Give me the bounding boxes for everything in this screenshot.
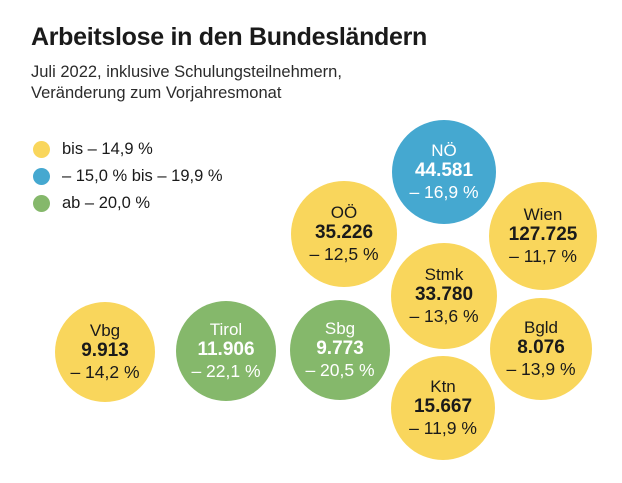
subtitle-line-1: Juli 2022, inklusive Schulungsteilnehmer… xyxy=(31,62,342,81)
legend-item-blue: – 15,0 % bis – 19,9 % xyxy=(33,163,333,190)
bubble-region-label: Ktn xyxy=(430,377,456,397)
bubble-sbg[interactable]: Sbg 9.773– 20,5 % xyxy=(290,300,390,400)
bubble-value: 127.725 xyxy=(508,224,578,246)
bubble-change: – 22,1 % xyxy=(191,360,261,381)
bubble-value: 33.780 xyxy=(414,284,474,306)
legend-dot-yellow-icon xyxy=(33,141,50,158)
legend-item-green: ab – 20,0 % xyxy=(33,190,333,217)
bubble-region-label: Tirol xyxy=(209,320,243,340)
bubble-n[interactable]: NÖ 44.581– 16,9 % xyxy=(392,120,496,224)
bubble-value: 9.913 xyxy=(81,340,129,362)
legend-label-green: ab – 20,0 % xyxy=(62,194,151,213)
bubble-vbg[interactable]: Vbg 9.913– 14,2 % xyxy=(55,302,155,402)
bubble-value: 8.076 xyxy=(517,337,565,359)
bubble-region-label: Sbg xyxy=(324,319,356,339)
page-title: Arbeitslose in den Bundesländern xyxy=(31,23,428,51)
bubble-value: 9.773 xyxy=(316,338,364,360)
bubble-tirol[interactable]: Tirol 11.906– 22,1 % xyxy=(176,301,276,401)
bubble-value: 15.667 xyxy=(413,396,473,418)
legend-dot-green-icon xyxy=(33,195,50,212)
legend-label-yellow: bis – 14,9 % xyxy=(62,140,153,159)
legend-item-yellow: bis – 14,9 % xyxy=(33,136,333,163)
subtitle-line-2: Veränderung zum Vorjahresmonat xyxy=(31,84,282,103)
legend-label-blue: – 15,0 % bis – 19,9 % xyxy=(62,167,223,186)
bubble-bgld[interactable]: Bgld 8.076– 13,9 % xyxy=(490,298,592,400)
bubble-o[interactable]: OÖ 35.226– 12,5 % xyxy=(291,181,397,287)
bubble-change: – 12,5 % xyxy=(309,243,379,264)
bubble-stmk[interactable]: Stmk 33.780– 13,6 % xyxy=(391,243,497,349)
bubble-change: – 13,9 % xyxy=(506,358,576,379)
bubble-value: 44.581 xyxy=(414,160,474,182)
bubble-wien[interactable]: Wien 127.725– 11,7 % xyxy=(489,182,597,290)
bubble-change: – 16,9 % xyxy=(409,181,479,202)
bubble-region-label: Bgld xyxy=(523,318,559,338)
header: Arbeitslose in den Bundesländern Juli 20… xyxy=(31,23,601,106)
bubble-change: – 13,6 % xyxy=(409,305,479,326)
bubble-value: 11.906 xyxy=(197,339,255,361)
bubble-region-label: Wien xyxy=(523,205,563,225)
bubble-value: 35.226 xyxy=(314,222,374,244)
bubble-change: – 14,2 % xyxy=(70,361,140,382)
page-subtitle: Juli 2022, inklusive Schulungsteilnehmer… xyxy=(31,62,601,106)
bubble-ktn[interactable]: Ktn 15.667– 11,9 % xyxy=(391,356,495,460)
bubble-region-label: Stmk xyxy=(424,265,464,285)
bubble-region-label: Vbg xyxy=(89,321,121,341)
legend: bis – 14,9 % – 15,0 % bis – 19,9 % ab – … xyxy=(33,136,333,217)
bubble-region-label: OÖ xyxy=(330,203,358,223)
legend-dot-blue-icon xyxy=(33,168,50,185)
bubble-change: – 11,7 % xyxy=(509,245,577,266)
bubble-change: – 20,5 % xyxy=(305,359,375,380)
bubble-region-label: NÖ xyxy=(431,141,457,161)
bubble-change: – 11,9 % xyxy=(409,417,477,438)
